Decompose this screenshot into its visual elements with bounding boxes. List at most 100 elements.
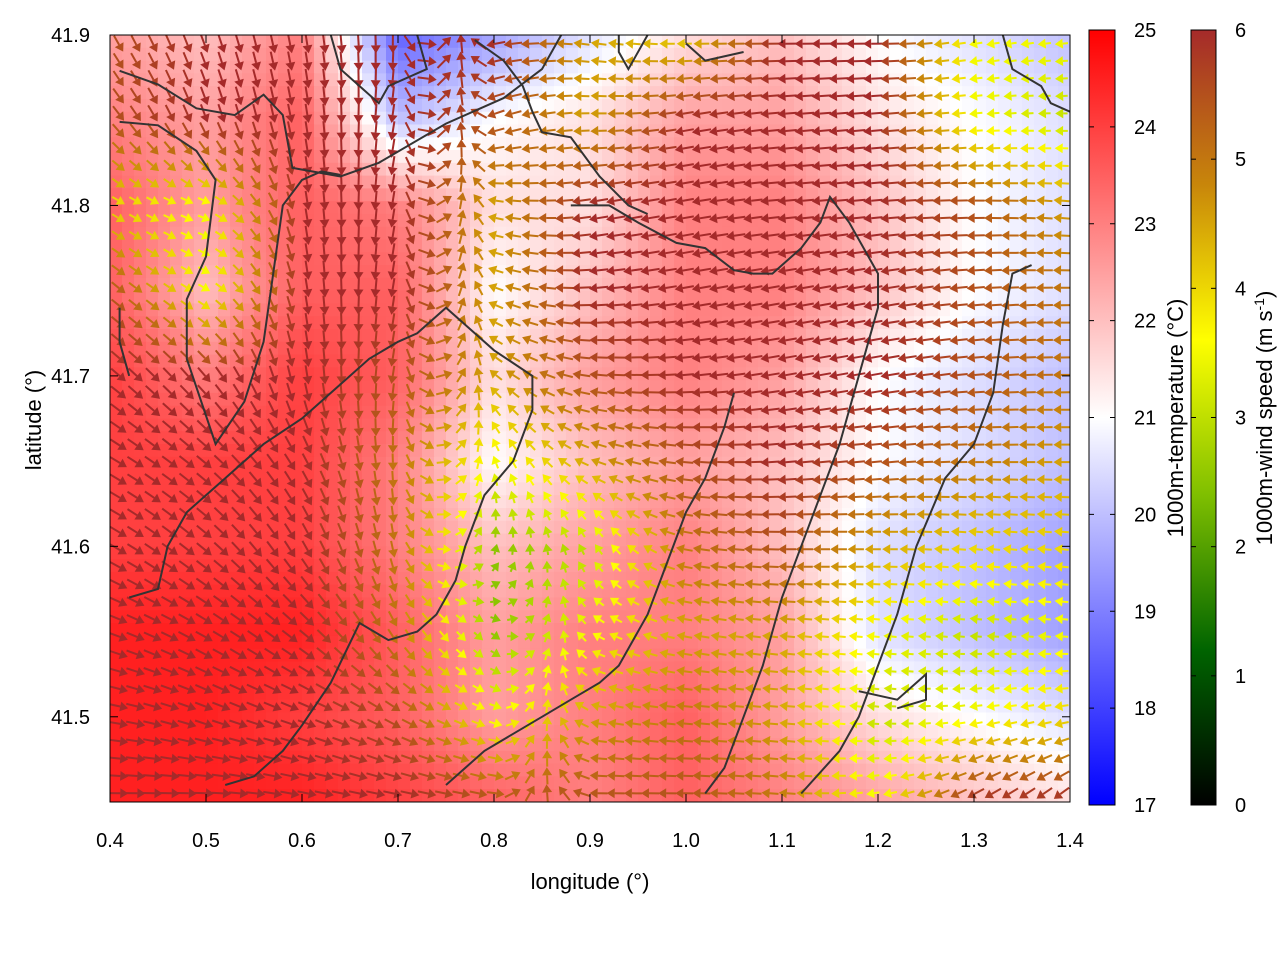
heat-cell	[674, 674, 687, 688]
heat-cell	[890, 290, 903, 305]
heat-cell	[530, 239, 543, 253]
heat-cell	[926, 290, 939, 305]
heat-cell	[650, 674, 663, 688]
heat-cell	[926, 623, 939, 637]
heat-cell	[902, 533, 915, 547]
heat-cell	[650, 405, 663, 420]
heat-cell	[242, 162, 255, 177]
heat-cell	[590, 60, 603, 74]
heat-cell	[566, 341, 579, 356]
heat-cell	[242, 201, 255, 215]
heat-cell	[230, 380, 243, 394]
heat-cell	[470, 444, 483, 458]
heat-cell	[530, 98, 543, 113]
heat-cell	[1010, 456, 1023, 471]
heat-cell	[770, 584, 783, 599]
heat-cell	[278, 35, 291, 49]
heat-cell	[722, 98, 735, 113]
heat-cell	[290, 47, 303, 62]
heat-cell	[254, 35, 267, 49]
heat-cell	[362, 380, 375, 394]
heat-cell	[1046, 635, 1059, 650]
heat-cell	[362, 239, 375, 253]
heat-cell	[926, 648, 939, 662]
heat-cell	[1046, 150, 1059, 164]
heat-cell	[650, 341, 663, 356]
heat-cell	[926, 584, 939, 599]
heat-cell	[614, 405, 627, 420]
heat-cell	[614, 418, 627, 432]
heat-cell	[914, 341, 927, 356]
heat-cell	[902, 98, 915, 113]
heat-cell	[1010, 150, 1023, 164]
heat-cell	[422, 290, 435, 305]
heat-cell	[1010, 290, 1023, 305]
heat-cell	[794, 150, 807, 164]
heat-cell	[434, 623, 447, 637]
heat-cell	[890, 341, 903, 356]
heat-cell	[566, 635, 579, 650]
heat-cell	[410, 47, 423, 62]
heat-cell	[614, 725, 627, 739]
heat-cell	[962, 60, 975, 74]
heat-cell	[614, 60, 627, 74]
heat-cell	[554, 341, 567, 356]
heat-cell	[1010, 47, 1023, 62]
heat-cell	[734, 456, 747, 471]
heat-cell	[566, 776, 579, 790]
heat-cell	[122, 725, 135, 739]
heat-cell	[494, 47, 507, 62]
heat-cell	[1046, 648, 1059, 662]
heat-cell	[890, 584, 903, 599]
heat-cell	[530, 533, 543, 547]
heat-cell	[1010, 533, 1023, 547]
heat-cell	[806, 674, 819, 688]
heat-cell	[962, 584, 975, 599]
heat-cell	[926, 482, 939, 496]
heat-cell	[1010, 431, 1023, 445]
heat-cell	[674, 98, 687, 113]
heat-cell	[926, 533, 939, 547]
heat-cell	[446, 623, 459, 637]
heat-cell	[482, 712, 495, 726]
heat-cell	[878, 674, 891, 688]
heat-cell	[626, 341, 639, 356]
heat-cell	[1010, 201, 1023, 215]
heat-cell	[734, 533, 747, 547]
heat-cell	[938, 290, 951, 305]
heat-cell	[974, 201, 987, 215]
heat-cell	[806, 776, 819, 790]
heat-cell	[338, 329, 351, 343]
heat-cell	[602, 60, 615, 74]
heat-cell	[326, 98, 339, 113]
heat-cell	[1010, 418, 1023, 432]
heat-cell	[806, 584, 819, 599]
heat-cell	[650, 290, 663, 305]
heat-cell	[1010, 73, 1023, 87]
heat-cell	[530, 341, 543, 356]
heat-cell	[326, 316, 339, 330]
heat-cell	[134, 47, 147, 62]
heat-cell	[554, 444, 567, 458]
heat-cell	[734, 776, 747, 790]
heat-cell	[734, 431, 747, 445]
heat-cell	[770, 290, 783, 305]
heat-cell	[638, 341, 651, 356]
heat-cell	[818, 47, 831, 62]
heat-cell	[854, 98, 867, 113]
heat-cell	[326, 111, 339, 126]
heat-cell	[914, 150, 927, 164]
heat-cell	[734, 584, 747, 599]
heat-cell	[890, 73, 903, 87]
heat-cell	[1046, 597, 1059, 611]
heat-cell	[890, 201, 903, 215]
heat-cell	[890, 150, 903, 164]
heat-cell	[278, 789, 291, 802]
heat-cell	[338, 277, 351, 292]
heat-cell	[1010, 35, 1023, 49]
heat-cell	[686, 98, 699, 113]
heat-cell	[950, 98, 963, 113]
heat-cell	[530, 47, 543, 62]
heat-cell	[938, 725, 951, 739]
heat-cell	[326, 137, 339, 151]
